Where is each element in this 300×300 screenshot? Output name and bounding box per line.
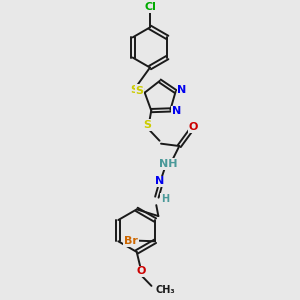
Text: N: N (178, 85, 187, 95)
Text: S: S (144, 120, 152, 130)
Text: H: H (161, 194, 169, 204)
Text: N: N (155, 176, 164, 187)
Text: CH₃: CH₃ (156, 285, 176, 295)
Text: S: S (130, 85, 139, 95)
Text: N: N (172, 106, 181, 116)
Text: NH: NH (159, 159, 177, 170)
Text: Br: Br (124, 236, 138, 246)
Text: S: S (135, 86, 143, 96)
Text: O: O (189, 122, 198, 132)
Text: O: O (136, 266, 146, 276)
Text: Cl: Cl (144, 2, 156, 12)
